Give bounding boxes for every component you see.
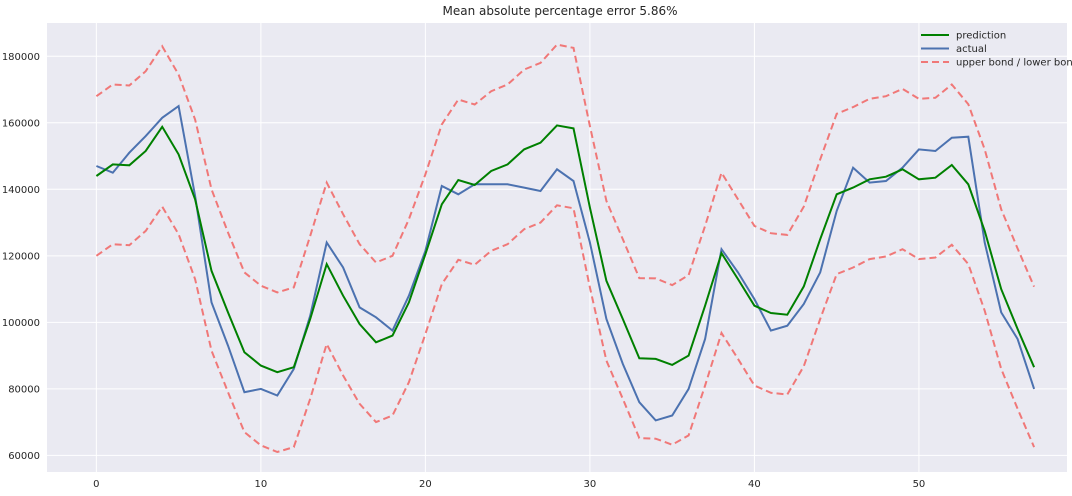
x-tick-labels: 0 10 20 30 40 50 <box>93 479 925 490</box>
y-tick-label: 160000 <box>2 118 40 129</box>
legend-label: upper bond / lower bond <box>956 58 1072 69</box>
upper-bond-line <box>95 43 1036 294</box>
legend-label: actual <box>956 44 987 55</box>
legend: prediction actual upper bond / lower bond <box>921 31 1072 69</box>
x-tick-label: 30 <box>584 479 597 490</box>
y-tick-label: 120000 <box>2 251 40 262</box>
y-tick-label: 140000 <box>2 185 40 196</box>
actual-line <box>96 104 1036 422</box>
legend-label: prediction <box>956 31 1006 42</box>
prediction-line <box>95 124 1036 374</box>
y-tick-label: 60000 <box>8 451 40 462</box>
plot-area <box>47 23 1067 472</box>
y-tick-label: 100000 <box>2 318 40 329</box>
lower-bond-line <box>95 204 1036 454</box>
series-lines <box>95 43 1036 454</box>
y-tick-labels: 60000 80000 100000 120000 140000 160000 180000 <box>2 52 40 462</box>
y-tick-label: 180000 <box>2 52 40 63</box>
x-tick-label: 50 <box>913 479 926 490</box>
x-tick-label: 40 <box>748 479 761 490</box>
x-tick-label: 0 <box>93 479 99 490</box>
x-tick-label: 10 <box>255 479 268 490</box>
x-tick-label: 20 <box>419 479 432 490</box>
y-tick-label: 80000 <box>8 384 40 395</box>
chart-title: Mean absolute percentage error 5.86% <box>442 4 677 18</box>
